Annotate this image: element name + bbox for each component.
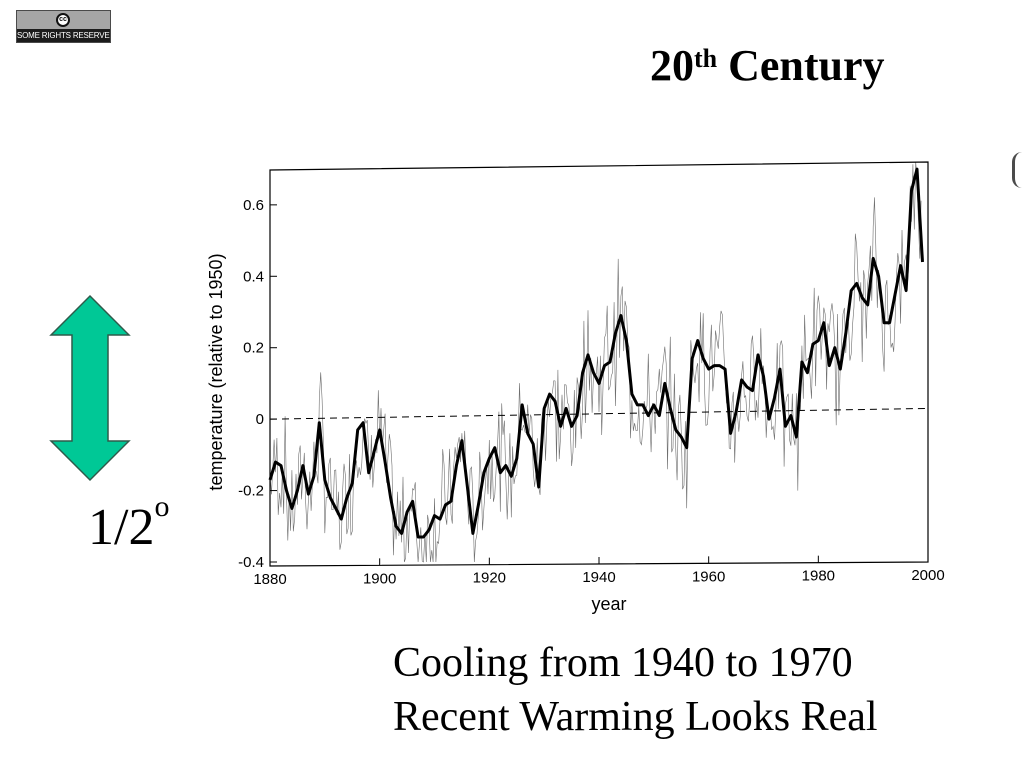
smoothed-temperature-line	[268, 167, 924, 539]
cc-badge-text: SOME RIGHTS RESERVED	[17, 29, 110, 42]
x-tick-label: 1900	[363, 570, 396, 587]
x-tick-label: 1960	[692, 568, 725, 585]
x-tick-label: 1880	[253, 571, 286, 588]
x-tick-label: 1980	[802, 568, 835, 585]
y-tick-label: -0.4	[238, 554, 264, 571]
caption-line-2: Recent Warming Looks Real	[393, 694, 878, 740]
chart-svg: 1880 1900 1920 1940 1960 1980 2000 -0.4 -0.2 0 0.2…	[206, 161, 945, 614]
y-tick-label: 0.2	[243, 340, 264, 357]
slide-title: 20th Century	[650, 40, 885, 91]
degree-symbol: o	[154, 490, 170, 523]
scale-arrow-shape	[49, 294, 131, 482]
x-tick-label: 1940	[582, 569, 615, 586]
x-tick-label: 1920	[473, 570, 506, 587]
y-axis-label: temperature (relative to 1950)	[206, 253, 226, 490]
plot-layer	[268, 167, 929, 539]
title-rest: Century	[717, 41, 885, 90]
scale-label: 1/2o	[88, 490, 169, 557]
temperature-chart: 1880 1900 1920 1940 1960 1980 2000 -0.4 -0.2 0 0.2…	[200, 150, 960, 625]
x-axis-label: year	[591, 594, 626, 614]
y-tick-label: 0.6	[243, 197, 264, 214]
y-tick-label: 0	[256, 411, 264, 428]
y-tick-label: -0.2	[238, 483, 264, 500]
caption-line-1: Cooling from 1940 to 1970	[393, 640, 853, 686]
cc-icon: cc	[56, 13, 70, 27]
x-tick-label: 2000	[911, 567, 944, 584]
annual-variability-traces	[269, 161, 922, 563]
double-headed-vertical-arrow-icon	[49, 294, 131, 482]
y-tick-label: 0.4	[243, 268, 264, 285]
title-superscript: th	[694, 44, 718, 73]
axes-layer: 1880 1900 1920 1940 1960 1980 2000 -0.4 -0.2 0 0.2…	[238, 161, 945, 588]
creative-commons-badge: cc SOME RIGHTS RESERVED	[16, 10, 111, 43]
edge-fragment	[1012, 152, 1022, 188]
title-number: 20	[650, 41, 694, 90]
caption: Cooling from 1940 to 1970 Recent Warming…	[393, 636, 878, 744]
scale-value: 1/2	[88, 499, 155, 556]
reference-dashed-line	[269, 407, 929, 420]
variability-trace	[269, 161, 922, 563]
